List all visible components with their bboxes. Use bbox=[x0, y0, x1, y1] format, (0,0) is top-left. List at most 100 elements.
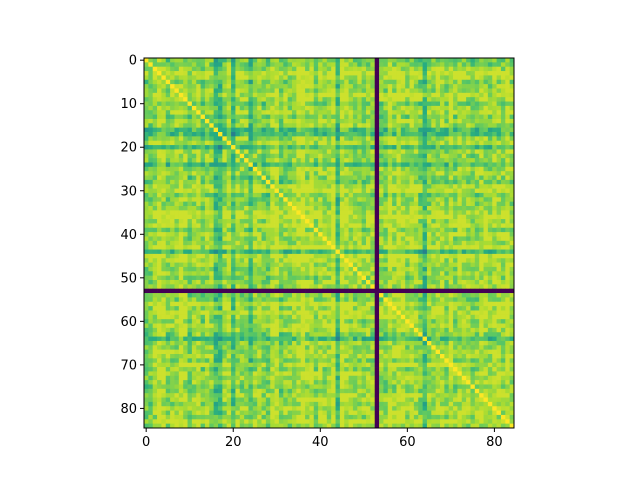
heatmap-cell bbox=[405, 253, 410, 259]
heatmap-cell bbox=[161, 114, 167, 120]
heatmap-cell bbox=[374, 105, 380, 111]
heatmap-cell bbox=[248, 227, 254, 233]
heatmap-cell bbox=[204, 62, 210, 68]
heatmap-cell bbox=[222, 245, 228, 250]
heatmap-cell bbox=[152, 301, 158, 307]
heatmap-cell bbox=[270, 166, 275, 172]
heatmap-cell bbox=[396, 175, 402, 181]
heatmap-cell bbox=[239, 188, 245, 194]
heatmap-cell bbox=[170, 149, 175, 155]
heatmap-cell bbox=[283, 84, 288, 89]
heatmap-cell bbox=[283, 236, 288, 242]
heatmap-cell bbox=[479, 188, 484, 194]
heatmap-cell bbox=[426, 88, 432, 94]
heatmap-cell bbox=[178, 262, 184, 268]
heatmap-cell bbox=[461, 253, 467, 259]
heatmap-cell bbox=[435, 262, 441, 268]
heatmap-cell bbox=[418, 136, 423, 142]
heatmap-cell bbox=[144, 84, 149, 89]
heatmap-cell bbox=[453, 105, 458, 111]
heatmap-cell bbox=[287, 88, 293, 94]
heatmap-cell bbox=[209, 219, 214, 224]
heatmap-cell bbox=[339, 88, 345, 94]
heatmap-cell bbox=[466, 262, 471, 268]
heatmap-cell bbox=[431, 171, 436, 176]
heatmap-cell bbox=[157, 105, 162, 111]
heatmap-cell bbox=[148, 301, 154, 307]
heatmap-cell bbox=[500, 62, 506, 68]
heatmap-cell bbox=[157, 136, 162, 142]
heatmap-cell bbox=[278, 280, 284, 285]
heatmap-cell bbox=[170, 201, 175, 207]
heatmap-cell bbox=[257, 110, 262, 115]
heatmap-cell bbox=[178, 271, 184, 276]
heatmap-cell bbox=[466, 75, 471, 81]
heatmap-cell bbox=[440, 158, 445, 163]
heatmap-cell bbox=[470, 258, 476, 263]
heatmap-cell bbox=[170, 145, 175, 150]
heatmap-cell bbox=[178, 236, 184, 242]
heatmap-cell bbox=[357, 275, 362, 281]
heatmap-cell bbox=[453, 140, 458, 146]
heatmap-cell bbox=[144, 184, 149, 189]
heatmap-cell bbox=[178, 245, 184, 250]
heatmap-cell bbox=[148, 223, 154, 229]
heatmap-cell bbox=[161, 149, 167, 155]
heatmap-cell bbox=[226, 240, 232, 246]
heatmap-cell bbox=[248, 58, 254, 63]
heatmap-cell bbox=[370, 158, 376, 163]
heatmap-cell bbox=[152, 166, 158, 172]
heatmap-cell bbox=[305, 227, 310, 233]
heatmap-cell bbox=[170, 245, 175, 250]
heatmap-cell bbox=[296, 162, 302, 168]
heatmap-cell bbox=[191, 66, 197, 72]
heatmap-cell bbox=[387, 92, 393, 98]
heatmap-cell bbox=[326, 84, 332, 89]
heatmap-cell bbox=[348, 184, 354, 189]
heatmap-cell bbox=[231, 145, 236, 150]
heatmap-cell bbox=[509, 140, 515, 146]
heatmap-cell bbox=[296, 118, 302, 124]
heatmap-cell bbox=[191, 210, 197, 216]
heatmap-cell bbox=[309, 297, 315, 303]
heatmap-cell bbox=[335, 227, 341, 233]
heatmap-cell bbox=[231, 249, 236, 255]
heatmap-cell bbox=[292, 306, 297, 311]
heatmap-cell bbox=[505, 84, 510, 89]
heatmap-cell bbox=[470, 127, 476, 133]
heatmap-cell bbox=[209, 158, 214, 163]
heatmap-cell bbox=[313, 271, 319, 276]
heatmap-cell bbox=[496, 266, 502, 272]
heatmap-cell bbox=[379, 258, 384, 263]
heatmap-cell bbox=[483, 201, 489, 207]
heatmap-cell bbox=[252, 140, 258, 146]
heatmap-cell bbox=[283, 219, 288, 224]
heatmap-cell bbox=[313, 192, 319, 198]
heatmap-cell bbox=[244, 171, 249, 176]
heatmap-cell bbox=[335, 118, 341, 124]
heatmap-cell bbox=[196, 175, 201, 181]
heatmap-cell bbox=[152, 66, 158, 72]
heatmap-cell bbox=[218, 266, 223, 272]
heatmap-cell bbox=[204, 197, 210, 202]
heatmap-cell bbox=[196, 293, 201, 298]
heatmap-cell bbox=[261, 271, 267, 276]
heatmap-cell bbox=[300, 206, 306, 211]
heatmap-cell bbox=[187, 210, 193, 216]
heatmap-cell bbox=[392, 214, 397, 220]
heatmap-cell bbox=[313, 58, 319, 63]
heatmap-cell bbox=[366, 75, 371, 81]
heatmap-cell bbox=[313, 136, 319, 142]
heatmap-cell bbox=[418, 206, 423, 211]
heatmap-cell bbox=[187, 149, 193, 155]
heatmap-cell bbox=[457, 266, 463, 272]
heatmap-cell bbox=[374, 114, 380, 120]
heatmap-cell bbox=[396, 140, 402, 146]
heatmap-cell bbox=[422, 97, 428, 102]
heatmap-cell bbox=[170, 171, 175, 176]
heatmap-cell bbox=[191, 136, 197, 142]
heatmap-cell bbox=[405, 214, 410, 220]
heatmap-cell bbox=[218, 227, 223, 233]
heatmap-cell bbox=[470, 214, 476, 220]
heatmap-cell bbox=[200, 288, 206, 294]
